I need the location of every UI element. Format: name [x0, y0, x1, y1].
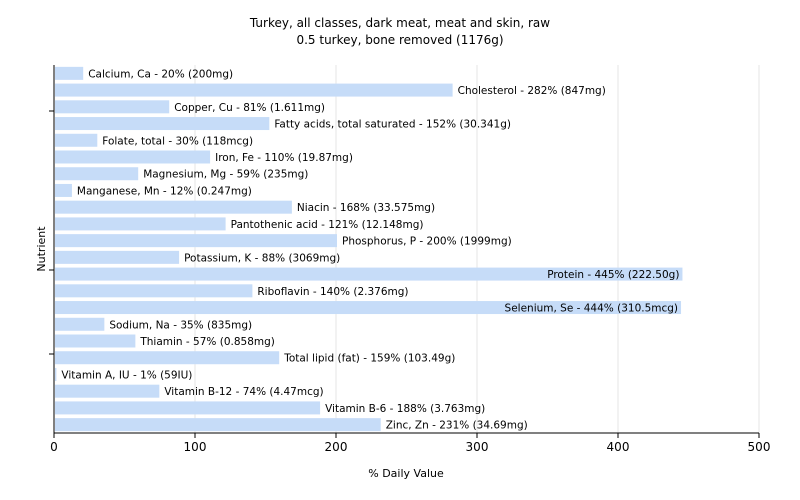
bar-label: Total lipid (fat) - 159% (103.49g): [283, 353, 455, 365]
bar: [55, 83, 453, 97]
x-axis-label: % Daily Value: [368, 467, 444, 480]
chart-subtitle: 0.5 turkey, bone removed (1176g): [296, 33, 503, 47]
bar: [55, 250, 180, 264]
bar: [55, 200, 292, 214]
y-axis-label: Nutrient: [35, 226, 48, 272]
bar: [55, 317, 105, 331]
bar-label: Riboflavin - 140% (2.376mg): [257, 286, 408, 298]
bar-label: Folate, total - 30% (118mcg): [102, 135, 253, 147]
bar-label: Pantothenic acid - 121% (12.148mg): [231, 219, 424, 231]
bar-label: Vitamin B-6 - 188% (3.763mg): [325, 403, 485, 415]
bar: [55, 100, 170, 114]
bar-label: Thiamin - 57% (0.858mg): [139, 336, 275, 348]
bar-label: Protein - 445% (222.50g): [547, 269, 679, 281]
bar: [55, 384, 160, 398]
bar-label: Vitamin B-12 - 74% (4.47mcg): [164, 386, 323, 398]
bar-label: Phosphorus, P - 200% (1999mg): [342, 236, 512, 248]
bar-label: Sodium, Na - 35% (835mg): [109, 319, 252, 331]
axes: 0 100 200 300 400 500: [49, 65, 770, 454]
bar: [55, 133, 98, 147]
bar: [55, 351, 280, 365]
bar: [55, 217, 226, 231]
bar-label: Copper, Cu - 81% (1.611mg): [174, 102, 325, 114]
bar: [55, 117, 270, 131]
bar-label: Cholesterol - 282% (847mg): [458, 85, 606, 97]
bar-label: Selenium, Se - 444% (310.5mcg): [505, 303, 679, 315]
bar: [55, 284, 253, 298]
bar: [55, 401, 321, 415]
bar: [55, 183, 72, 197]
x-tick-label: 200: [325, 440, 348, 454]
bar-label: Vitamin A, IU - 1% (59IU): [61, 369, 192, 381]
bar: [55, 66, 84, 80]
bar-label: Calcium, Ca - 20% (200mg): [88, 68, 233, 80]
x-tick-label: 100: [184, 440, 207, 454]
bar: [55, 234, 337, 248]
bar-label: Fatty acids, total saturated - 152% (30.…: [274, 119, 511, 131]
bar: [55, 150, 211, 164]
bar-label: Zinc, Zn - 231% (34.69mg): [386, 420, 528, 432]
bar-label: Magnesium, Mg - 59% (235mg): [143, 169, 308, 181]
x-tick-label: 500: [748, 440, 771, 454]
x-tick-label: 300: [466, 440, 489, 454]
bar: [55, 334, 136, 348]
bar-label: Manganese, Mn - 12% (0.247mg): [77, 185, 252, 197]
bar-label: Potassium, K - 88% (3069mg): [184, 252, 340, 264]
bar: [55, 167, 139, 181]
chart-title: Turkey, all classes, dark meat, meat and…: [249, 16, 550, 30]
bar: [55, 267, 683, 281]
bar: [55, 301, 682, 315]
bar-label: Niacin - 168% (33.575mg): [297, 202, 435, 214]
x-tick-label: 0: [50, 440, 58, 454]
x-tick-label: 400: [607, 440, 630, 454]
bar: [55, 418, 381, 432]
bar: [55, 367, 57, 381]
bar-label: Iron, Fe - 110% (19.87mg): [215, 152, 353, 164]
gridlines: [194, 65, 760, 433]
bars: Calcium, Ca - 20% (200mg) Cholesterol - 2…: [55, 66, 683, 432]
